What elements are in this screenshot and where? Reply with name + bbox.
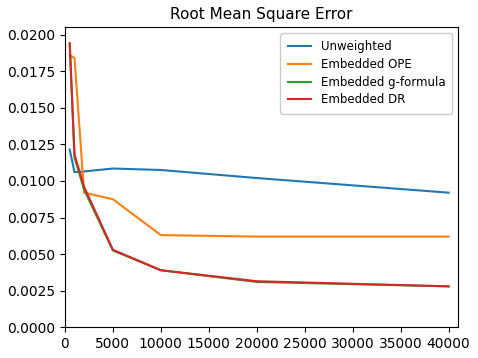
Line: Embedded g-formula: Embedded g-formula (70, 43, 449, 286)
Line: Embedded OPE: Embedded OPE (70, 55, 449, 237)
Embedded OPE (446, 234, 452, 239)
Embedded DR (110, 248, 116, 252)
Embedded g-formula (67, 41, 73, 45)
Embedded g-formula (110, 248, 116, 253)
Embedded OPE (72, 56, 77, 60)
Embedded OPE (110, 197, 116, 202)
Line: Unweighted: Unweighted (70, 150, 449, 193)
Embedded g-formula (72, 155, 77, 160)
Legend: Unweighted, Embedded OPE, Embedded g-formula, Embedded DR: Unweighted, Embedded OPE, Embedded g-for… (281, 33, 452, 113)
Unweighted (446, 190, 452, 195)
Unweighted (81, 169, 87, 174)
Title: Root Mean Square Error: Root Mean Square Error (170, 7, 353, 22)
Unweighted (158, 168, 163, 172)
Embedded DR (67, 41, 73, 45)
Line: Embedded DR: Embedded DR (70, 43, 449, 286)
Embedded OPE (254, 234, 260, 239)
Embedded DR (446, 284, 452, 289)
Embedded g-formula (81, 188, 87, 192)
Embedded g-formula (254, 280, 260, 284)
Embedded DR (158, 268, 163, 272)
Unweighted (72, 170, 77, 174)
Embedded g-formula (446, 284, 452, 289)
Embedded DR (254, 279, 260, 284)
Embedded OPE (67, 53, 73, 57)
Embedded DR (72, 153, 77, 157)
Unweighted (254, 176, 260, 180)
Embedded OPE (81, 190, 87, 195)
Unweighted (110, 166, 116, 171)
Unweighted (67, 147, 73, 152)
Embedded OPE (158, 233, 163, 237)
Embedded g-formula (158, 268, 163, 272)
Embedded DR (81, 185, 87, 189)
